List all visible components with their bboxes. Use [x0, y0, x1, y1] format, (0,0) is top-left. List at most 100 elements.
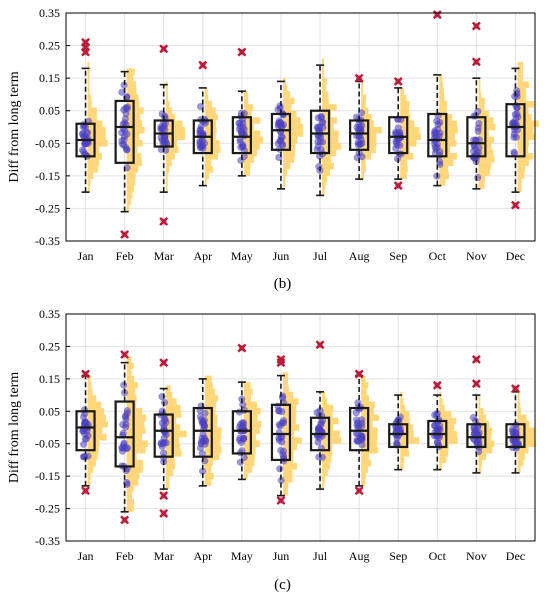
- histogram-bar: [400, 437, 420, 444]
- histogram-bar: [517, 453, 525, 460]
- outlier-x-stroke: [471, 57, 481, 67]
- histogram-bar: [400, 411, 410, 418]
- box: [309, 109, 331, 155]
- histogram-bar: [243, 123, 255, 131]
- histogram-bar: [165, 113, 175, 121]
- histogram-bar: [165, 146, 179, 154]
- histogram-bar: [282, 476, 293, 483]
- histogram-bar: [517, 414, 527, 422]
- histogram-bar: [400, 456, 405, 464]
- histogram-bar: [282, 482, 289, 490]
- outlier-marker: [471, 379, 481, 389]
- x-tick-label: Dec: [506, 549, 525, 563]
- histogram-bar: [87, 172, 94, 180]
- outlier-x-stroke: [120, 515, 130, 525]
- histogram-bar: [282, 162, 291, 170]
- histogram-bar: [126, 87, 137, 95]
- box: [505, 423, 526, 449]
- histogram-bar: [282, 84, 288, 92]
- histogram-bar: [478, 395, 481, 402]
- histogram-bar: [282, 91, 291, 98]
- category-jan: [75, 369, 108, 496]
- category-jul: [309, 340, 342, 490]
- histogram-bar: [439, 437, 458, 444]
- category-apr: [192, 375, 222, 487]
- category-aug: [349, 369, 379, 496]
- y-tick-label: -0.35: [35, 234, 60, 248]
- histogram-bar: [87, 140, 108, 147]
- histogram-bar: [87, 408, 105, 415]
- histogram-bar: [322, 476, 326, 483]
- histogram-bar: [361, 81, 364, 88]
- data-point: [200, 421, 208, 429]
- histogram-bar: [478, 408, 484, 415]
- histogram-bar: [126, 68, 135, 75]
- histogram-bar: [322, 143, 342, 150]
- data-point: [354, 437, 363, 445]
- histogram-bar: [322, 398, 328, 405]
- histogram-bar: [87, 61, 90, 69]
- histogram-bar: [87, 146, 100, 154]
- data-point: [314, 114, 322, 122]
- data-point: [81, 435, 89, 443]
- y-tick-label: 0.05: [39, 104, 60, 118]
- histogram-bar: [87, 375, 91, 383]
- histogram-bar: [204, 382, 213, 389]
- histogram-bar: [165, 140, 178, 147]
- histogram-bar: [243, 472, 248, 480]
- x-tick-label: Sep: [389, 249, 407, 263]
- histogram-bar: [87, 466, 94, 473]
- histogram-bar: [478, 84, 481, 92]
- histogram-bar: [204, 375, 212, 383]
- x-tick-label: Jun: [273, 549, 290, 563]
- histogram-bar: [439, 430, 458, 438]
- histogram-bar: [439, 411, 452, 418]
- outlier-marker: [354, 486, 364, 496]
- x-tick-label: Jan: [78, 249, 94, 263]
- histogram-bar: [126, 127, 145, 134]
- outlier-x-stroke: [432, 10, 442, 20]
- histogram-bar: [87, 414, 106, 422]
- data-point: [122, 420, 130, 428]
- box: [270, 403, 292, 462]
- histogram-bar: [282, 385, 289, 392]
- histogram-bar: [282, 450, 294, 457]
- data-point: [161, 134, 169, 142]
- histogram-bar: [165, 100, 170, 108]
- data-point: [160, 434, 168, 442]
- histogram-bar: [126, 453, 137, 460]
- histogram-bar: [204, 395, 219, 402]
- data-point: [197, 440, 205, 448]
- histogram-bar: [87, 159, 100, 167]
- histogram-bar: [322, 156, 331, 163]
- data-point: [123, 480, 131, 488]
- data-point: [475, 119, 483, 128]
- histogram-bar: [478, 459, 483, 467]
- panel-b: Jan Feb Mar Apr May Jun Jul Aug Sep Oct Nov Dec -0.3…: [7, 6, 539, 292]
- data-point: [474, 173, 482, 182]
- histogram-bar: [126, 146, 138, 154]
- histogram-bar: [87, 453, 98, 460]
- outlier-x-stroke: [471, 354, 481, 364]
- outlier-x-stroke: [159, 508, 169, 518]
- histogram-bar: [165, 133, 186, 141]
- outlier-x-stroke: [159, 491, 169, 501]
- histogram-bar: [204, 388, 216, 396]
- histogram-bar: [204, 479, 212, 486]
- x-tick-label: Nov: [466, 249, 487, 263]
- histogram-bar: [204, 427, 222, 434]
- x-tick-label: Sep: [389, 549, 407, 563]
- x-tick-label: May: [231, 549, 253, 563]
- histogram-bar: [517, 140, 529, 147]
- outlier-marker: [511, 200, 520, 210]
- histogram-bar: [439, 166, 449, 173]
- histogram-bar: [165, 469, 174, 477]
- histogram-bar: [517, 446, 529, 454]
- histogram-bar: [243, 117, 261, 124]
- histogram-bar: [439, 417, 457, 425]
- histogram-bar: [165, 166, 170, 173]
- outlier-marker: [432, 380, 442, 390]
- histogram-bar: [439, 398, 443, 405]
- histogram-bar: [439, 179, 446, 186]
- histogram-bar: [87, 472, 91, 480]
